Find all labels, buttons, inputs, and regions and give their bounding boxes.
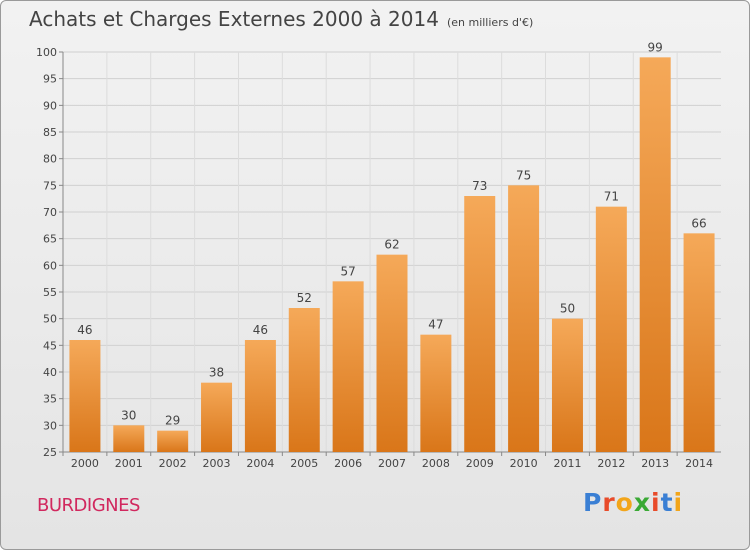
bar-2009 [464, 196, 496, 452]
x-tick-label: 2005 [290, 457, 318, 470]
x-tick-label: 2002 [159, 457, 187, 470]
commune-name: BURDIGNES [37, 495, 140, 516]
data-label: 71 [604, 190, 619, 204]
logo-letter: r [602, 488, 616, 517]
x-tick-label: 2000 [71, 457, 99, 470]
data-label: 30 [121, 408, 136, 422]
bar-2001 [113, 425, 145, 452]
x-tick-label: 2004 [246, 457, 274, 470]
y-tick-label: 85 [43, 126, 57, 139]
logo-letter: i [651, 488, 661, 517]
x-tick-label: 2006 [334, 457, 362, 470]
data-label: 52 [297, 291, 312, 305]
y-tick-label: 100 [36, 46, 57, 59]
x-tick-label: 2001 [115, 457, 143, 470]
y-tick-label: 40 [43, 366, 57, 379]
bar-2000 [69, 340, 101, 452]
logo-letter: t [660, 488, 674, 517]
bar-2011 [551, 318, 583, 452]
data-label: 50 [560, 302, 575, 316]
x-tick-label: 2014 [685, 457, 713, 470]
bar-2008 [420, 334, 452, 452]
x-tick-label: 2008 [422, 457, 450, 470]
y-tick-label: 60 [43, 259, 57, 272]
x-tick-label: 2003 [203, 457, 231, 470]
logo-letter: x [633, 488, 651, 517]
data-label: 29 [165, 414, 180, 428]
logo-letter: i [673, 488, 684, 517]
y-tick-label: 90 [43, 99, 57, 112]
y-tick-label: 30 [43, 419, 57, 432]
x-tick-label: 2009 [466, 457, 494, 470]
bar-2010 [508, 185, 540, 453]
data-label: 38 [209, 366, 224, 380]
y-tick-label: 25 [43, 446, 57, 459]
bar-2013 [639, 57, 671, 452]
bar-2002 [157, 430, 189, 452]
y-tick-label: 70 [43, 206, 57, 219]
y-tick-label: 80 [43, 153, 57, 166]
data-label: 66 [691, 216, 706, 230]
y-tick-label: 35 [43, 393, 57, 406]
x-tick-label: 2011 [553, 457, 581, 470]
x-tick-label: 2012 [597, 457, 625, 470]
y-tick-label: 75 [43, 179, 57, 192]
bar-2014 [683, 233, 715, 452]
axes: 25 30 35 40 45 50 55 60 65 70 75 80 85 90 95 100 2000 200… [36, 46, 721, 470]
data-label: 73 [472, 179, 487, 193]
logo-letter: P [583, 488, 603, 517]
x-tick-label: 2007 [378, 457, 406, 470]
data-label: 99 [648, 40, 663, 54]
y-tick-label: 65 [43, 233, 57, 246]
proxiti-logo[interactable]: Proxiti [583, 488, 683, 517]
data-label: 47 [428, 318, 443, 332]
bar-2006 [332, 281, 364, 452]
data-label: 57 [340, 264, 355, 278]
data-label: 46 [77, 323, 92, 337]
logo-letter: o [615, 488, 634, 517]
y-tick-label: 45 [43, 339, 57, 352]
chart-title-text: Achats et Charges Externes 2000 à 2014 [29, 7, 439, 31]
bar-2004 [244, 340, 276, 452]
bars [69, 57, 715, 453]
bar-2003 [201, 382, 233, 452]
y-tick-label: 50 [43, 313, 57, 326]
data-label: 75 [516, 168, 531, 182]
chart-unit: (en milliers d'€) [446, 16, 534, 29]
bar-2007 [376, 254, 408, 452]
y-tick-label: 95 [43, 73, 57, 86]
x-tick-label: 2013 [641, 457, 669, 470]
data-labels: 46 30 29 38 46 52 57 62 47 73 75 50 71 99 66 [77, 40, 706, 427]
data-label: 62 [384, 238, 399, 252]
x-tick-label: 2010 [510, 457, 538, 470]
chart-title: Achats et Charges Externes 2000 à 2014 (e… [29, 7, 533, 31]
y-tick-label: 55 [43, 286, 57, 299]
data-label: 46 [253, 323, 268, 337]
bar-2012 [595, 206, 627, 452]
bar-2005 [288, 308, 320, 452]
